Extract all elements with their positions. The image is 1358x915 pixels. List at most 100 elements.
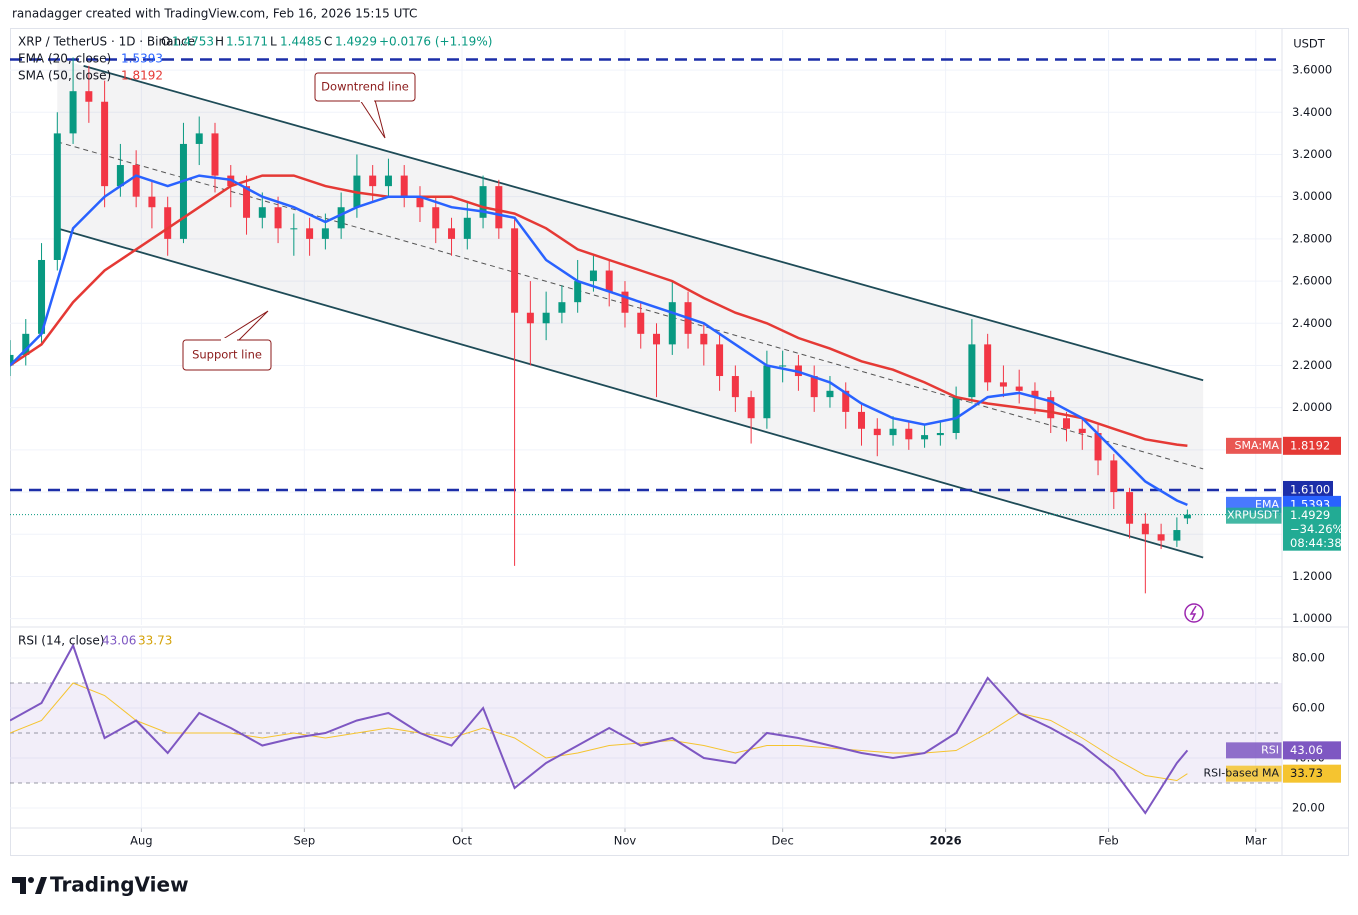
x-tick-label: Mar	[1245, 834, 1267, 848]
candle-body	[22, 333, 30, 355]
level-tag	[1283, 480, 1333, 499]
ema-line	[10, 174, 1188, 507]
sma-legend-value: 1.8192	[121, 69, 163, 83]
frame	[10, 28, 1349, 856]
candle-body	[432, 207, 440, 229]
candle-body	[526, 312, 534, 324]
candle-body	[448, 228, 456, 239]
candle-body	[842, 390, 850, 412]
y-tick-label: 3.6000	[1292, 63, 1332, 77]
candle-body	[179, 143, 187, 239]
tag-name-box	[1226, 437, 1282, 454]
candle-body	[1141, 523, 1149, 535]
level-label: 1.6100	[1290, 482, 1330, 496]
candle-body	[400, 175, 408, 197]
tag-name-box	[1226, 507, 1282, 524]
downtrend-line	[83, 65, 1204, 382]
candle-body	[290, 228, 298, 230]
x-tick-label: 2026	[930, 834, 962, 848]
annotation: Support line	[192, 348, 262, 362]
ohlc-value: 1.5171	[226, 35, 268, 49]
support-callout: Support line	[182, 310, 272, 371]
tag-name: RSI-based MA	[1203, 767, 1279, 780]
tag-name-box	[1226, 742, 1282, 759]
ema-legend: EMA (20, close)	[18, 52, 111, 66]
candle-body	[321, 228, 329, 239]
candle-body	[653, 333, 661, 345]
tag-value: 1.4929	[1290, 508, 1330, 522]
candle-body	[164, 207, 172, 239]
x-tick-label: Sep	[294, 834, 316, 848]
tag-name: RSI	[1261, 743, 1279, 756]
candle-body	[53, 133, 61, 260]
rsi-pane	[10, 628, 1282, 828]
candle-body	[574, 281, 582, 303]
candle-body	[1094, 432, 1102, 461]
candle-body	[668, 302, 676, 345]
ohlc-letter: C	[324, 35, 332, 49]
candle-body	[826, 390, 834, 398]
candle-body	[274, 207, 282, 229]
candle-body	[1126, 492, 1134, 524]
price-pane	[10, 30, 1282, 625]
candle-body	[810, 376, 818, 398]
candle-body	[1157, 534, 1165, 541]
candle-body	[85, 91, 93, 102]
candle-body	[337, 207, 345, 229]
tag-value-box	[1283, 506, 1341, 551]
downtrend-callout: Downtrend line	[314, 72, 416, 139]
tag-value: −34.26%	[1290, 522, 1344, 536]
candle-body	[542, 312, 550, 324]
ohlc-value: 1.4485	[280, 35, 322, 49]
y-tick-label: 1.2000	[1292, 569, 1332, 583]
rsi-ma-legend-value: 33.73	[138, 634, 172, 648]
candle-body	[747, 397, 755, 419]
tag-value: 08:44:38	[1290, 536, 1342, 550]
candle-body	[905, 428, 913, 440]
tag-value: 43.06	[1290, 743, 1323, 757]
rsi-tick-label: 20.00	[1292, 801, 1325, 815]
candle-body	[984, 344, 992, 383]
candle-body	[1173, 530, 1181, 541]
candle-body	[258, 207, 266, 218]
x-tick-label: Nov	[614, 834, 637, 848]
tag-value-box	[1283, 741, 1341, 760]
brand: TradingView	[50, 873, 189, 897]
tag-name: SMA:MA	[1234, 439, 1279, 452]
candle-body	[243, 186, 251, 218]
y-tick-label: 2.4000	[1292, 316, 1332, 330]
symbol: XRP / TetherUS · 1D · Binance	[18, 35, 195, 49]
x-tick-label: Oct	[452, 834, 472, 848]
candle-body	[952, 397, 960, 433]
candle-body	[69, 91, 77, 134]
support-line	[57, 227, 1204, 559]
ohlc-letter: H	[215, 35, 224, 49]
tag-name: EMA	[1255, 498, 1279, 511]
footer-logo: TradingView	[12, 873, 189, 897]
y-tick-label: 3.2000	[1292, 147, 1332, 161]
sma-line	[10, 174, 1188, 448]
rsi-tick-label: 80.00	[1292, 651, 1325, 665]
candle-body	[479, 186, 487, 218]
candle-body	[306, 228, 314, 239]
candle-body	[1183, 514, 1191, 519]
candle-body	[889, 428, 897, 436]
rsi-tick-label: 60.00	[1292, 701, 1325, 715]
candle-body	[1047, 397, 1055, 419]
candle-body	[511, 228, 519, 313]
candle-body	[495, 186, 503, 229]
y-tick-label: 2.2000	[1292, 358, 1332, 372]
currency: USDT	[1293, 37, 1326, 51]
tag-value: 1.8192	[1290, 438, 1330, 452]
candle-body	[384, 175, 392, 187]
tag-value: 33.73	[1290, 766, 1323, 780]
candle-body	[1078, 428, 1086, 433]
y-tick-label: 2.8000	[1292, 231, 1332, 245]
candle-body	[463, 217, 471, 239]
candle-body	[637, 312, 645, 334]
candle-body	[936, 432, 944, 436]
ohlc-letter: O	[161, 35, 170, 49]
candle-body	[873, 428, 881, 436]
ohlc-letter: L	[270, 35, 277, 49]
